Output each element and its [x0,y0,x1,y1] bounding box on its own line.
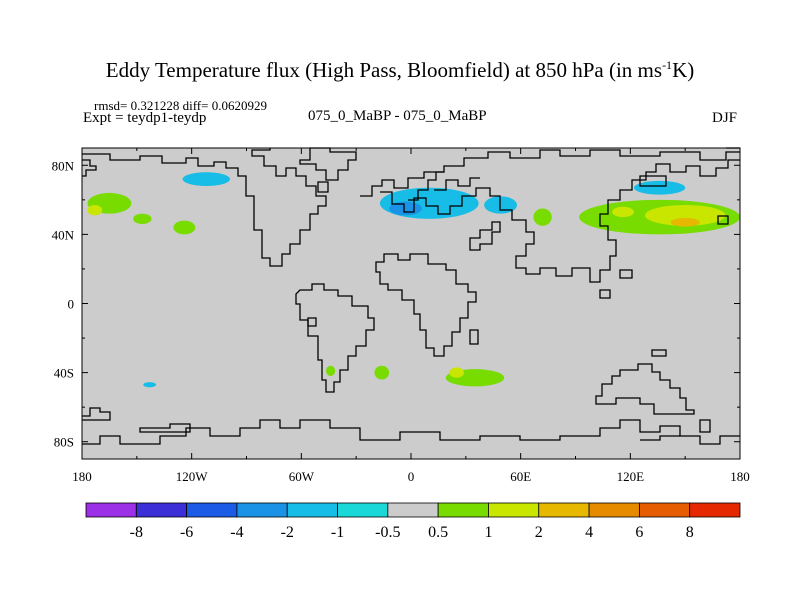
x-tick-label: 60E [510,469,531,484]
anomaly-region-3 [133,213,152,225]
colorbar-label: 2 [535,524,543,541]
anomaly-region-11 [670,217,700,227]
expt-label: Expt = teydp1-teydp [83,110,207,126]
colorbar-label: -2 [281,524,294,541]
colorbar-label: -1 [331,524,344,541]
colorbar-box-0 [85,502,137,518]
x-tick-label: 120W [176,469,209,484]
x-tick-label: 180 [730,469,750,484]
anomaly-region-8 [533,208,552,226]
colorbar-label: -8 [130,524,143,541]
anomaly-region-12 [612,206,634,218]
y-tick-label: 40N [52,227,75,242]
anomaly-region-10 [644,205,726,226]
colorbar-box-8 [488,502,540,518]
stats-label: rmsd= 0.321228 diff= 0.0620929 [94,98,267,113]
season-label: DJF [712,110,738,126]
x-tick-label: 60W [289,469,315,484]
colorbar-label: 8 [686,524,694,541]
coastlines [82,147,740,445]
axes: 180 120W 60W 0 60E 120E 180 80N 40N 0 40S 80S [52,148,750,484]
colorbar-box-3 [236,502,288,518]
colorbar-box-2 [186,502,238,518]
y-tick-label: 0 [68,297,75,312]
anomaly-region-13 [633,180,686,195]
anomaly-region-2 [173,220,196,235]
colorbar-box-10 [588,502,640,518]
colorbar-label: 6 [635,524,643,541]
colorbar-label: 1 [484,524,492,541]
anomaly-region-4 [182,172,231,187]
chart-title: Eddy Temperature flux (High Pass, Bloomf… [105,58,695,82]
anomaly-region-1 [87,205,103,216]
anomaly-region-15 [449,367,465,378]
x-tick-label: 0 [408,469,415,484]
y-tick-label: 80N [52,158,75,173]
colorbar-box-5 [337,502,389,518]
colorbar-box-1 [135,502,188,518]
colorbar-box-11 [638,502,691,518]
x-tick-label: 180 [72,469,92,484]
colorbar-box-4 [286,502,338,518]
colorbar-box-7 [437,502,489,518]
y-tick-label: 40S [54,366,74,381]
x-tick-label: 120E [617,469,645,484]
colorbar-label: 4 [585,524,593,541]
colorbar-box-6 [387,502,439,518]
colorbar-label: -4 [230,524,243,541]
colorbar-label: -0.5 [375,524,400,541]
colorbar-box-12 [689,502,741,518]
anomaly-region-16 [374,365,390,380]
colorbar-box-9 [538,502,590,518]
experiment-label: 075_0_MaBP - 075_0_MaBP [308,108,487,124]
y-tick-label: 80S [54,435,74,450]
colorbar: -8 -6 -4 -2 -1 -0.5 0.5 1 2 4 6 8 [85,502,741,541]
anomaly-region-18 [143,382,157,388]
anomaly-region-17 [326,365,336,377]
colorbar-label: 0.5 [428,524,448,541]
colorbar-label: -6 [180,524,193,541]
